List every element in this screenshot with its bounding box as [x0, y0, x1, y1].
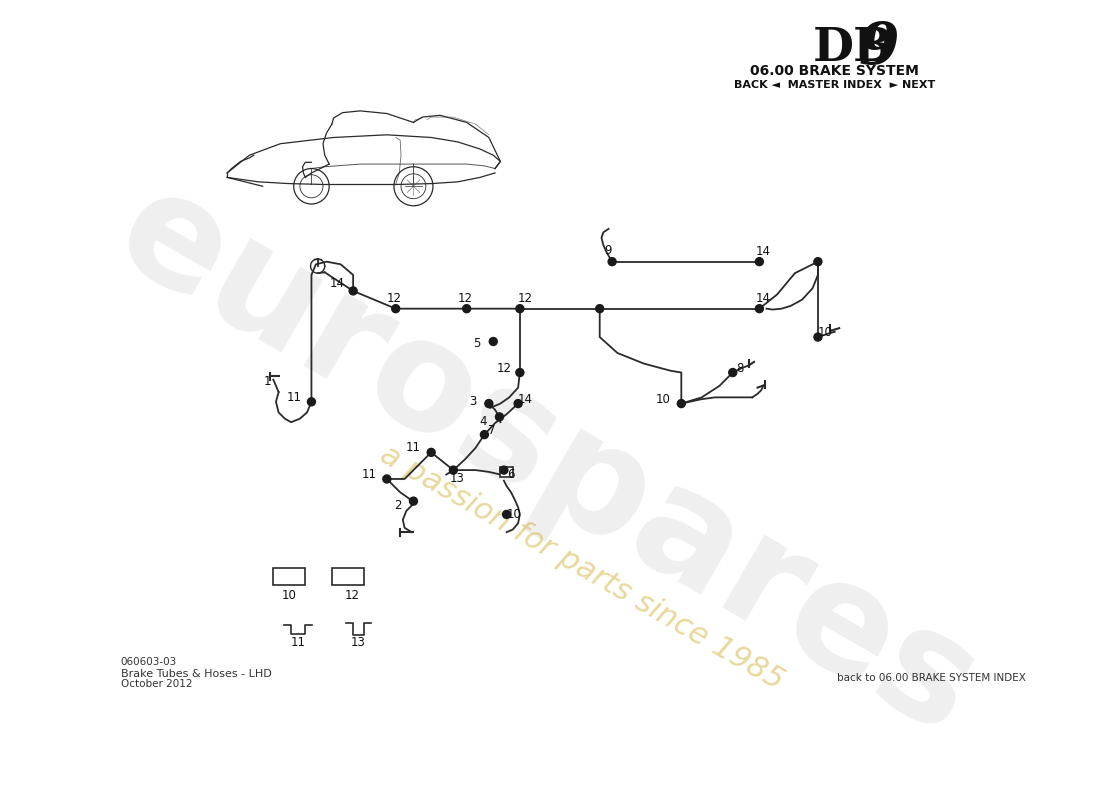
Text: 5: 5 [474, 337, 481, 350]
Text: 12: 12 [496, 362, 512, 374]
Circle shape [392, 305, 399, 313]
Circle shape [383, 475, 390, 483]
Circle shape [450, 466, 458, 474]
Text: 12: 12 [518, 293, 532, 306]
Circle shape [481, 430, 488, 438]
Circle shape [596, 305, 604, 313]
Text: 12: 12 [458, 293, 472, 306]
Circle shape [308, 398, 316, 406]
Circle shape [499, 466, 508, 474]
Text: 10: 10 [656, 393, 671, 406]
Circle shape [495, 413, 504, 421]
Text: 7: 7 [487, 424, 495, 437]
Text: 8: 8 [736, 362, 744, 374]
Text: eurospares: eurospares [91, 155, 1002, 767]
Circle shape [514, 399, 522, 407]
Circle shape [678, 399, 685, 407]
Circle shape [756, 305, 763, 313]
Text: 14: 14 [330, 278, 344, 290]
Circle shape [516, 369, 524, 377]
Circle shape [516, 305, 524, 313]
Text: 9: 9 [604, 244, 612, 257]
Text: 1: 1 [263, 375, 271, 388]
Text: 11: 11 [406, 442, 421, 454]
Text: 10: 10 [817, 326, 833, 339]
Text: 14: 14 [518, 393, 532, 406]
Text: 3: 3 [470, 395, 476, 408]
Text: 11: 11 [286, 391, 301, 404]
Text: DB: DB [813, 25, 893, 71]
Circle shape [608, 258, 616, 266]
Text: 6: 6 [507, 468, 515, 481]
Bar [273, 568, 305, 586]
Circle shape [814, 333, 822, 341]
Circle shape [490, 338, 497, 346]
Text: 06.00 BRAKE SYSTEM: 06.00 BRAKE SYSTEM [750, 64, 920, 78]
Text: 13: 13 [450, 473, 464, 486]
Text: October 2012: October 2012 [121, 679, 192, 690]
Circle shape [756, 258, 763, 266]
Text: BACK ◄  MASTER INDEX  ► NEXT: BACK ◄ MASTER INDEX ► NEXT [734, 80, 935, 90]
Bar [500, 466, 513, 477]
Text: 2: 2 [394, 499, 402, 512]
Text: 060603-03: 060603-03 [121, 658, 177, 667]
Circle shape [485, 399, 493, 407]
Text: 12: 12 [344, 589, 360, 602]
Text: 13: 13 [351, 636, 366, 649]
Text: Brake Tubes & Hoses - LHD: Brake Tubes & Hoses - LHD [121, 669, 272, 678]
Text: a passion for parts since 1985: a passion for parts since 1985 [375, 440, 789, 695]
Text: 11: 11 [362, 468, 376, 481]
Circle shape [427, 448, 436, 456]
Circle shape [409, 497, 417, 505]
Text: 9: 9 [859, 19, 900, 76]
Circle shape [503, 510, 510, 518]
Text: 12: 12 [386, 293, 402, 306]
Text: 10: 10 [506, 508, 521, 521]
Circle shape [814, 258, 822, 266]
Text: back to 06.00 BRAKE SYSTEM INDEX: back to 06.00 BRAKE SYSTEM INDEX [837, 673, 1025, 683]
Circle shape [729, 369, 737, 377]
Text: 14: 14 [756, 293, 770, 306]
Text: 10: 10 [282, 589, 297, 602]
Text: 11: 11 [290, 636, 306, 649]
Text: 14: 14 [756, 246, 770, 258]
Bar [332, 568, 364, 586]
Circle shape [349, 287, 358, 295]
Text: 4: 4 [480, 415, 487, 428]
Circle shape [463, 305, 471, 313]
